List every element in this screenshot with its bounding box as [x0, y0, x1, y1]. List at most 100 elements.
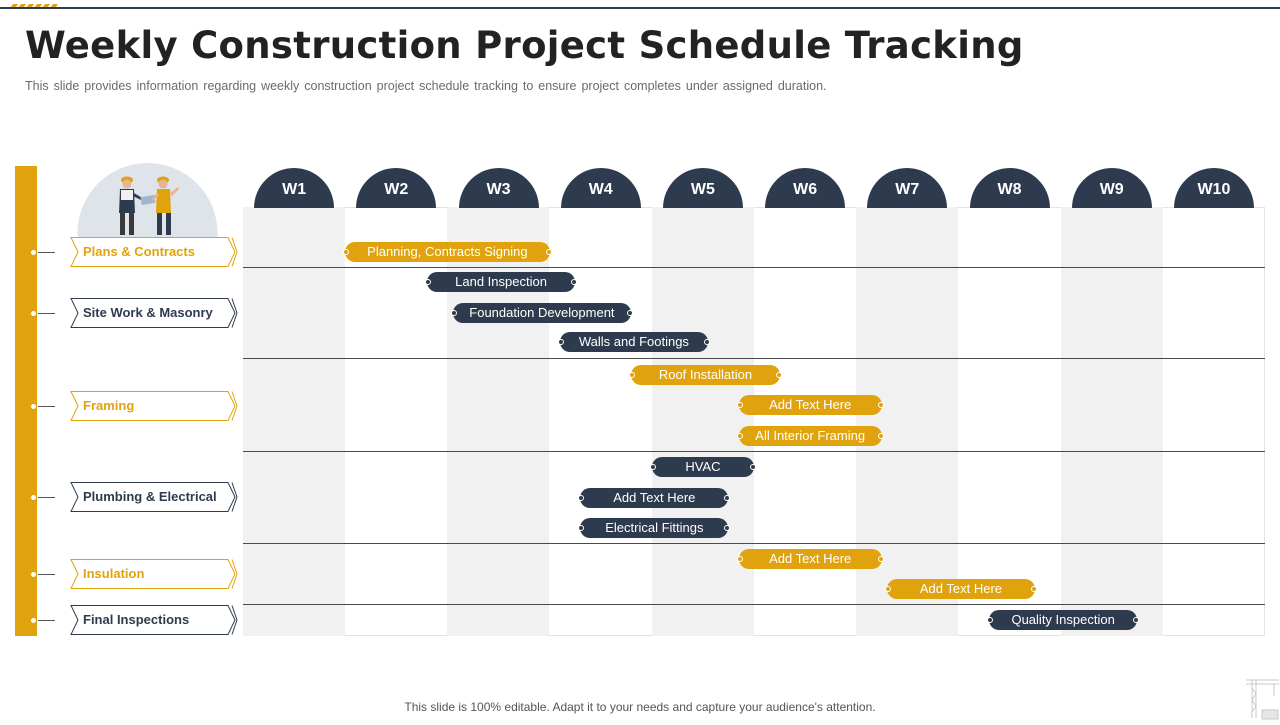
task-bar: Add Text Here — [578, 488, 731, 508]
bar-endpoint — [557, 339, 564, 345]
chevron-shape — [70, 605, 238, 635]
footer-note: This slide is 100% editable. Adapt it to… — [404, 700, 876, 714]
bar-endpoint — [424, 279, 431, 285]
page-title: Weekly Construction Project Schedule Tra… — [25, 24, 1024, 67]
bar-endpoint — [1133, 617, 1140, 623]
task-label: Roof Installation — [658, 367, 753, 382]
bar-endpoint — [987, 617, 994, 623]
row-separator — [243, 543, 1265, 544]
task-label: Add Text Here — [769, 397, 852, 412]
chevron-shape — [70, 298, 238, 328]
task-bar: Electrical Fittings — [578, 518, 731, 538]
bar-endpoint — [545, 249, 552, 255]
task-label: Foundation Development — [469, 305, 615, 320]
page-subtitle: This slide provides information regardin… — [25, 79, 827, 93]
week-header-w5: W5 — [662, 168, 743, 208]
task-bar: HVAC — [649, 457, 756, 477]
category-label: Plans & Contracts — [83, 244, 195, 259]
bar-endpoint — [749, 464, 756, 470]
task-bar: Add Text Here — [736, 549, 884, 569]
bar-endpoint — [578, 495, 585, 501]
task-label: Add Text Here — [613, 490, 696, 505]
timeline-dot — [31, 618, 36, 623]
week-header-w8: W8 — [969, 168, 1050, 208]
decorative-marks — [10, 4, 59, 7]
category-row-5: Final Inspections — [70, 605, 238, 635]
top-rule — [0, 7, 1280, 9]
bar-endpoint — [877, 402, 884, 408]
task-bar: Quality Inspection — [987, 610, 1140, 630]
bar-endpoint — [1031, 586, 1038, 592]
timeline-dot — [31, 404, 36, 409]
category-label: Framing — [83, 398, 135, 413]
category-row-4: Insulation — [70, 559, 238, 589]
row-separator — [243, 358, 1265, 359]
bar-endpoint — [736, 556, 743, 562]
bar-endpoint — [649, 464, 656, 470]
bar-endpoint — [877, 433, 884, 439]
week-header-w3: W3 — [458, 168, 539, 208]
timeline-dot — [31, 250, 36, 255]
chevron-shape — [70, 482, 238, 512]
task-bar: Land Inspection — [424, 272, 578, 292]
task-bar: All Interior Framing — [736, 426, 884, 446]
task-label: Electrical Fittings — [605, 520, 704, 535]
category-label: Site Work & Masonry — [83, 305, 213, 320]
task-bar: Add Text Here — [884, 579, 1038, 599]
task-bar: Planning, Contracts Signing — [343, 242, 552, 262]
bar-endpoint — [704, 339, 710, 345]
week-column-shade — [243, 207, 345, 636]
category-row-3: Plumbing & Electrical — [70, 482, 238, 512]
task-label: Planning, Contracts Signing — [367, 244, 528, 259]
timeline-connector — [38, 252, 55, 253]
chevron-shape — [70, 237, 238, 267]
category-row-2: Framing — [70, 391, 238, 421]
category-label: Insulation — [83, 566, 145, 581]
category-row-1: Site Work & Masonry — [70, 298, 238, 328]
row-separator — [243, 604, 1265, 605]
task-label: Walls and Footings — [578, 334, 689, 349]
task-bar: Walls and Footings — [557, 332, 710, 352]
timeline-connector — [38, 313, 55, 314]
week-header-w2: W2 — [356, 168, 437, 208]
week-header-w9: W9 — [1071, 168, 1152, 208]
timeline-connector — [38, 497, 55, 498]
timeline-connector — [38, 574, 55, 575]
week-column-shade — [856, 207, 959, 636]
bar-endpoint — [877, 556, 884, 562]
task-label: Quality Inspection — [1011, 612, 1115, 627]
category-label: Plumbing & Electrical — [83, 489, 217, 504]
bar-endpoint — [736, 402, 743, 408]
timeline-dot — [31, 572, 36, 577]
week-column-shade — [1060, 207, 1163, 636]
task-bar: Foundation Development — [450, 303, 634, 323]
task-bar: Roof Installation — [629, 365, 782, 385]
timeline-bar — [15, 166, 37, 636]
task-bar: Add Text Here — [736, 395, 884, 415]
task-label: Add Text Here — [919, 581, 1003, 596]
category-row-0: Plans & Contracts — [70, 237, 238, 267]
week-column-shade — [651, 207, 754, 636]
week-header-w7: W7 — [867, 168, 948, 208]
task-label: Land Inspection — [455, 274, 547, 289]
week-header-w4: W4 — [560, 168, 641, 208]
category-label: Final Inspections — [83, 612, 190, 627]
bar-endpoint — [627, 310, 634, 316]
week-header-w10: W10 — [1173, 168, 1254, 208]
row-separator — [243, 267, 1265, 268]
bar-endpoint — [736, 433, 743, 439]
bar-endpoint — [884, 586, 891, 592]
bar-endpoint — [775, 372, 782, 378]
row-separator — [243, 451, 1265, 452]
bar-endpoint — [578, 525, 585, 531]
timeline-connector — [38, 620, 55, 621]
task-label: Add Text Here — [769, 551, 852, 566]
week-header-w1: W1 — [254, 168, 335, 208]
timeline-connector — [38, 406, 55, 407]
bar-endpoint — [629, 372, 636, 378]
bar-endpoint — [450, 310, 457, 316]
week-header-w6: W6 — [765, 168, 846, 208]
chevron-shape — [70, 559, 238, 589]
bar-endpoint — [724, 495, 731, 501]
crane-icon — [1244, 672, 1280, 725]
